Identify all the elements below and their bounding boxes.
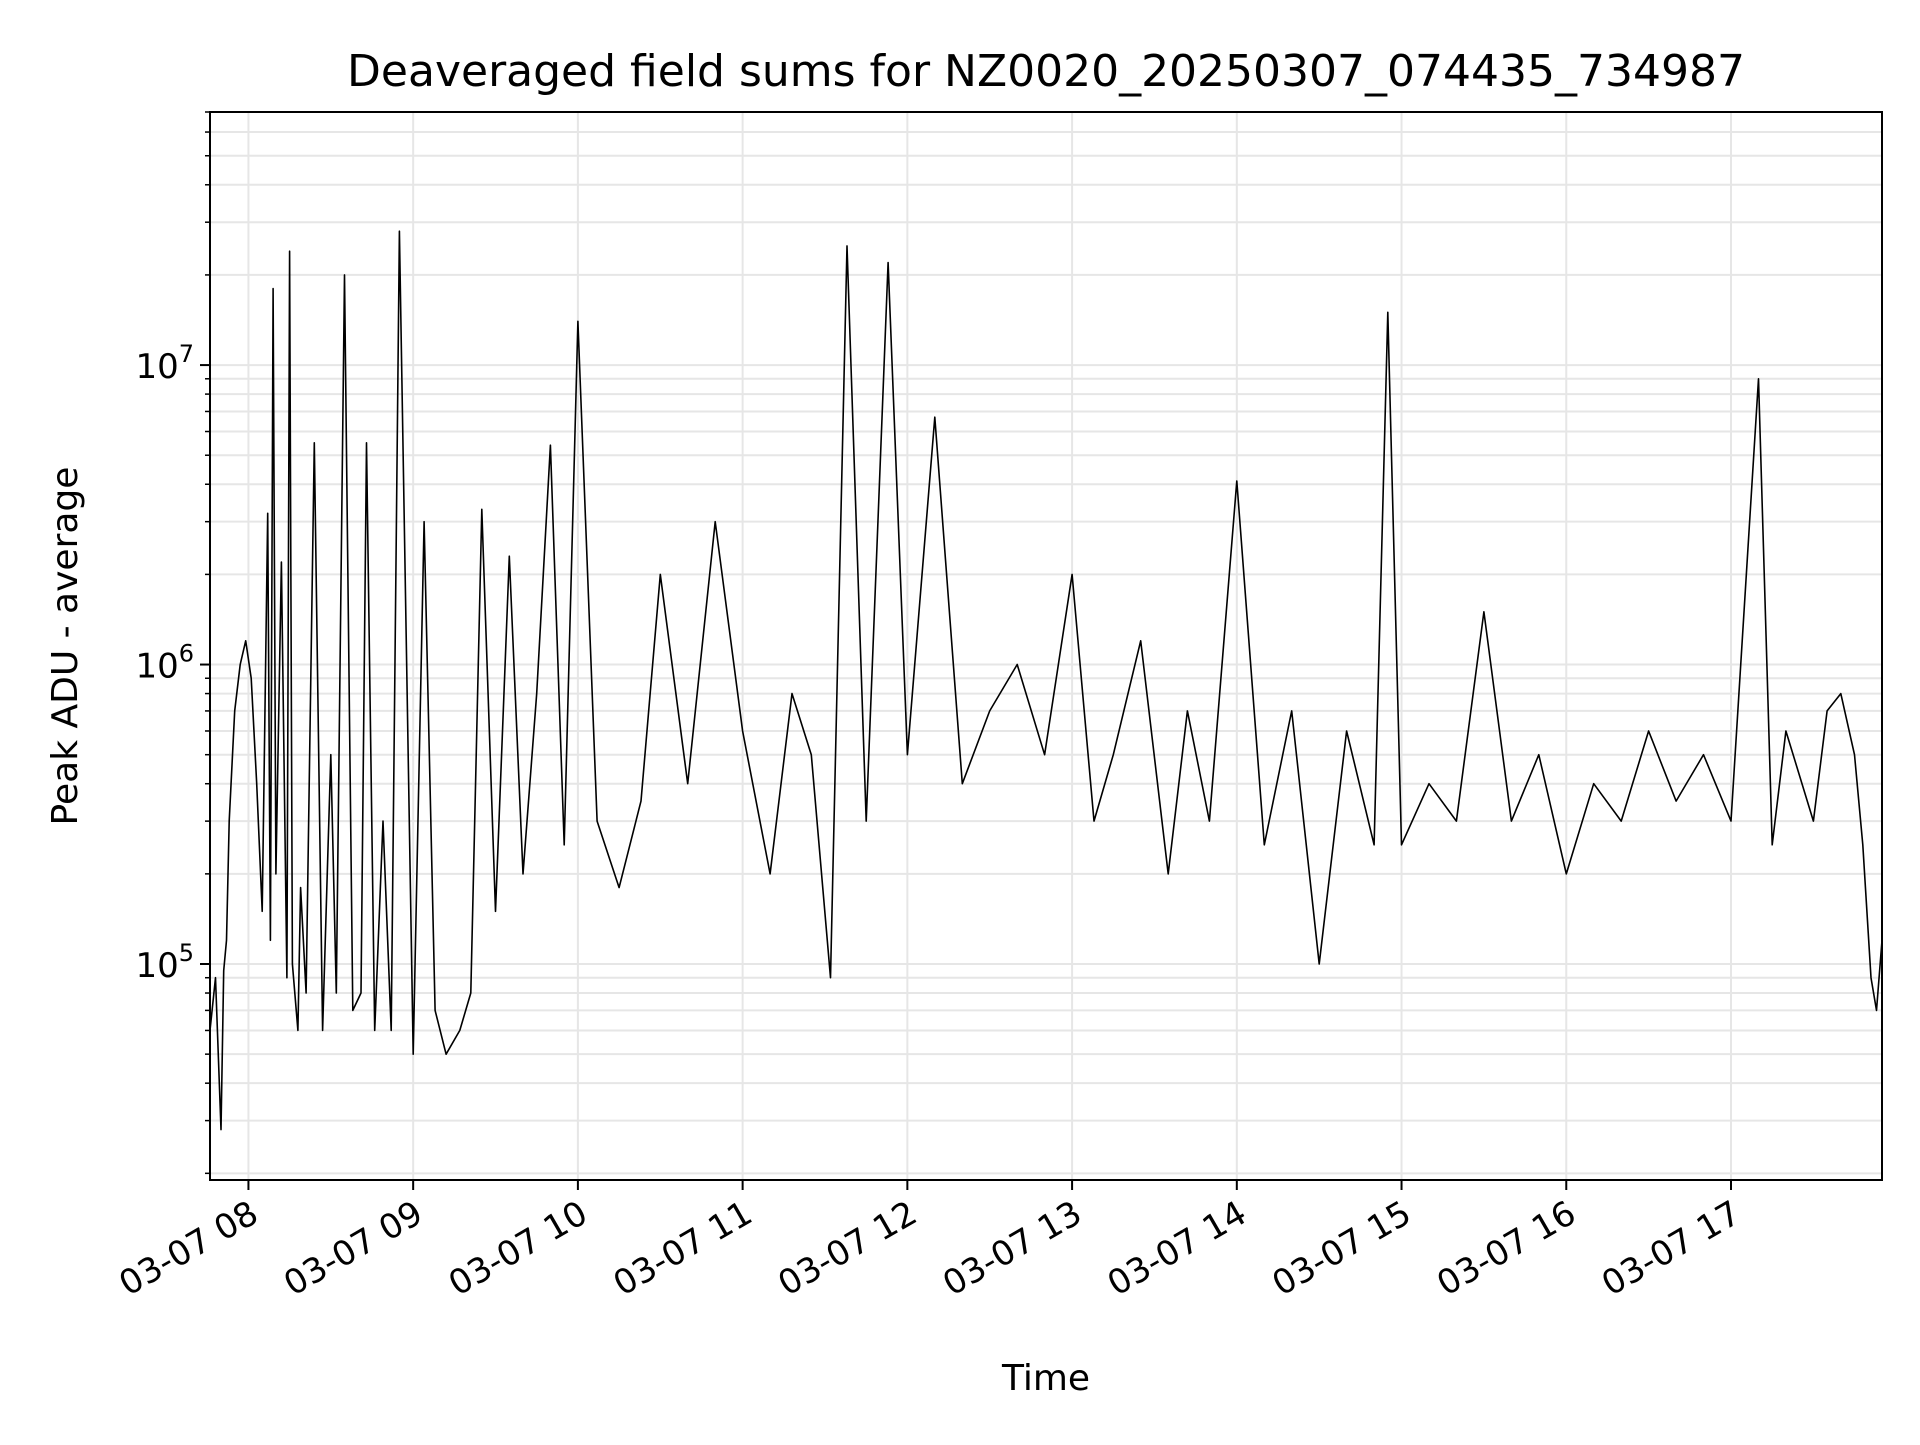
x-tick-label: 03-07 11 [607, 1193, 759, 1304]
x-tick-label: 03-07 08 [113, 1193, 265, 1304]
x-tick-label: 03-07 17 [1595, 1193, 1747, 1304]
y-tick-label: 107 [135, 340, 194, 387]
x-tick-label: 03-07 12 [771, 1193, 923, 1304]
series-layer [209, 230, 1883, 1131]
grid-lines [210, 111, 1882, 1180]
y-tick-label: 105 [135, 939, 194, 986]
x-tick-label: 03-07 14 [1101, 1193, 1253, 1304]
chart-title: Deaveraged field sums for NZ0020_2025030… [347, 46, 1745, 97]
x-tick-label: 03-07 09 [277, 1193, 429, 1304]
x-tick-label: 03-07 15 [1266, 1193, 1418, 1304]
x-axis-label: Time [1001, 1358, 1090, 1399]
plot-area-frame [209, 111, 1883, 1181]
y-axis-label: Peak ADU - average [45, 467, 86, 826]
x-tick-label: 03-07 13 [936, 1193, 1088, 1304]
data-series-line [209, 230, 1883, 1131]
y-tick-label: 106 [135, 640, 194, 687]
x-axis: 03-07 08 03-07 09 03-07 10 03-07 11 03-07 12… [113, 1180, 1747, 1304]
y-axis: 105 106 107 [135, 111, 210, 1175]
x-tick-label: 03-07 10 [442, 1193, 594, 1304]
x-tick-label: 03-07 16 [1430, 1193, 1582, 1304]
